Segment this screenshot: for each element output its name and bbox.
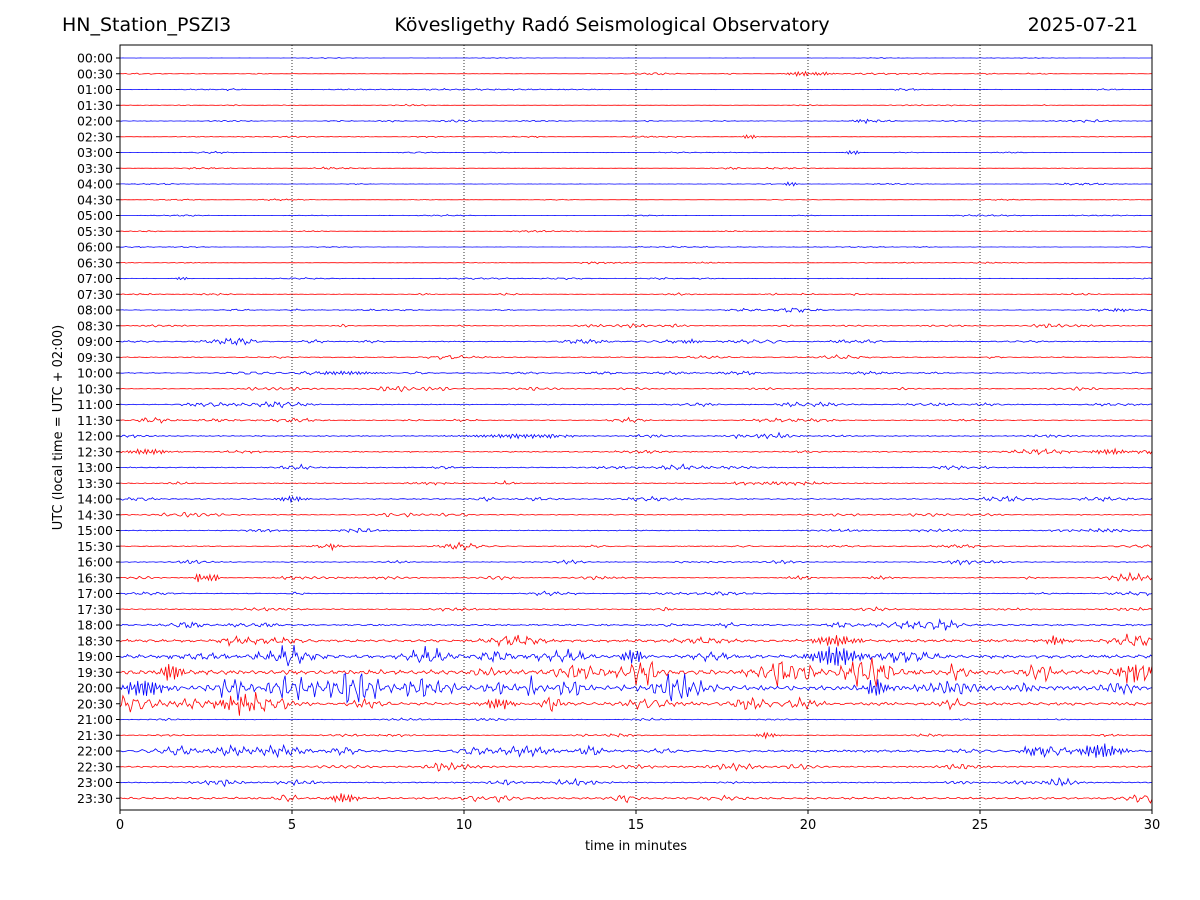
trace-0900 <box>119 337 1153 346</box>
trace-0700 <box>119 276 1153 281</box>
y-tick-label: 09:30 <box>77 350 113 365</box>
y-tick-label: 09:00 <box>77 334 113 349</box>
date-title: 2025-07-21 <box>1027 14 1138 36</box>
y-tick-label: 15:30 <box>77 539 113 554</box>
y-tick-label: 12:30 <box>77 444 113 459</box>
y-tick-label: 11:00 <box>77 397 113 412</box>
x-tick-labels: 0 5 10 15 20 25 30 <box>116 810 1160 833</box>
trace-0800 <box>119 307 1153 313</box>
y-tick-label: 05:30 <box>77 224 113 239</box>
y-tick-label: 01:30 <box>77 98 113 113</box>
y-tick-label: 17:30 <box>77 602 113 617</box>
y-tick-label: 16:30 <box>77 570 113 585</box>
trace-1630 <box>119 571 1153 583</box>
trace-0030 <box>119 70 1153 77</box>
y-tick-label: 19:00 <box>77 649 113 664</box>
x-tick-label: 0 <box>116 818 124 833</box>
y-tick-label: 08:00 <box>77 303 113 318</box>
trace-2230 <box>119 761 1153 772</box>
y-tick-label: 06:30 <box>77 255 113 270</box>
trace-2030 <box>119 692 1153 716</box>
y-tick-label: 04:00 <box>77 177 113 192</box>
x-tick-label: 5 <box>288 818 296 833</box>
y-tick-label: 18:30 <box>77 633 113 648</box>
trace-0100 <box>120 87 1153 92</box>
x-tick-label: 20 <box>800 818 817 833</box>
y-tick-label: 00:00 <box>77 51 113 66</box>
station-title: HN_Station_PSZI3 <box>62 14 232 36</box>
y-tick-label: 12:00 <box>77 429 113 444</box>
y-tick-label: 05:00 <box>77 208 113 223</box>
x-axis-label: time in minutes <box>585 839 687 854</box>
trace-1200 <box>119 431 1153 440</box>
y-tick-label: 01:00 <box>77 82 113 97</box>
y-tick-label: 14:00 <box>77 492 113 507</box>
y-tick-label: 21:00 <box>77 712 113 727</box>
x-tick-label: 25 <box>972 818 989 833</box>
y-tick-label: 02:30 <box>77 129 113 144</box>
y-tick-label: 17:00 <box>77 586 113 601</box>
y-tick-label: 00:30 <box>77 66 113 81</box>
y-tick-label: 22:00 <box>77 744 113 759</box>
y-tick-label: 20:30 <box>77 696 113 711</box>
trace-1430 <box>119 511 1153 518</box>
trace-0430 <box>119 198 1153 202</box>
y-tick-label: 13:00 <box>77 460 113 475</box>
y-tick-label: 10:00 <box>77 366 113 381</box>
trace-1700 <box>120 590 1153 597</box>
y-tick-label: 19:30 <box>77 665 113 680</box>
y-tick-label: 23:00 <box>77 775 113 790</box>
x-tick-label: 30 <box>1144 818 1161 833</box>
trace-0830 <box>119 323 1153 329</box>
y-tick-label: 16:00 <box>77 555 113 570</box>
trace-0230 <box>119 134 1152 140</box>
y-tick-label: 21:30 <box>77 728 113 743</box>
y-tick-label: 15:00 <box>77 523 113 538</box>
y-tick-label: 04:30 <box>77 192 113 207</box>
y-tick-label: 03:00 <box>77 145 113 160</box>
observatory-title: Kövesligethy Radó Seismological Observat… <box>394 14 830 36</box>
trace-1500 <box>119 527 1153 534</box>
y-tick-label: 20:00 <box>77 681 113 696</box>
y-tick-label: 07:00 <box>77 271 113 286</box>
trace-1030 <box>119 385 1153 393</box>
trace-2300 <box>119 777 1153 788</box>
y-tick-labels: 00:0000:3001:0001:3002:0002:3003:0003:30… <box>77 51 120 806</box>
y-tick-label: 02:00 <box>77 114 113 129</box>
x-tick-label: 10 <box>456 818 473 833</box>
trace-2100 <box>119 717 1153 722</box>
trace-0200 <box>119 118 1153 125</box>
y-tick-label: 03:30 <box>77 161 113 176</box>
y-axis-label: UTC (local time = UTC + 02:00) <box>51 325 66 530</box>
trace-0300 <box>119 149 1152 156</box>
trace-layer <box>119 57 1153 804</box>
y-tick-label: 14:30 <box>77 507 113 522</box>
vertical-grid <box>291 45 981 810</box>
y-tick-label: 11:30 <box>77 413 113 428</box>
trace-0630 <box>119 261 1152 265</box>
y-tick-label: 13:30 <box>77 476 113 491</box>
y-tick-label: 18:00 <box>77 618 113 633</box>
y-tick-label: 07:30 <box>77 287 113 302</box>
y-tick-label: 10:30 <box>77 381 113 396</box>
trace-1830 <box>119 633 1153 648</box>
y-tick-label: 22:30 <box>77 759 113 774</box>
x-tick-label: 15 <box>628 818 645 833</box>
y-tick-label: 06:00 <box>77 240 113 255</box>
trace-1930 <box>119 657 1153 687</box>
y-tick-label: 23:30 <box>77 791 113 806</box>
y-tick-label: 08:30 <box>77 318 113 333</box>
trace-0500 <box>119 214 1153 217</box>
